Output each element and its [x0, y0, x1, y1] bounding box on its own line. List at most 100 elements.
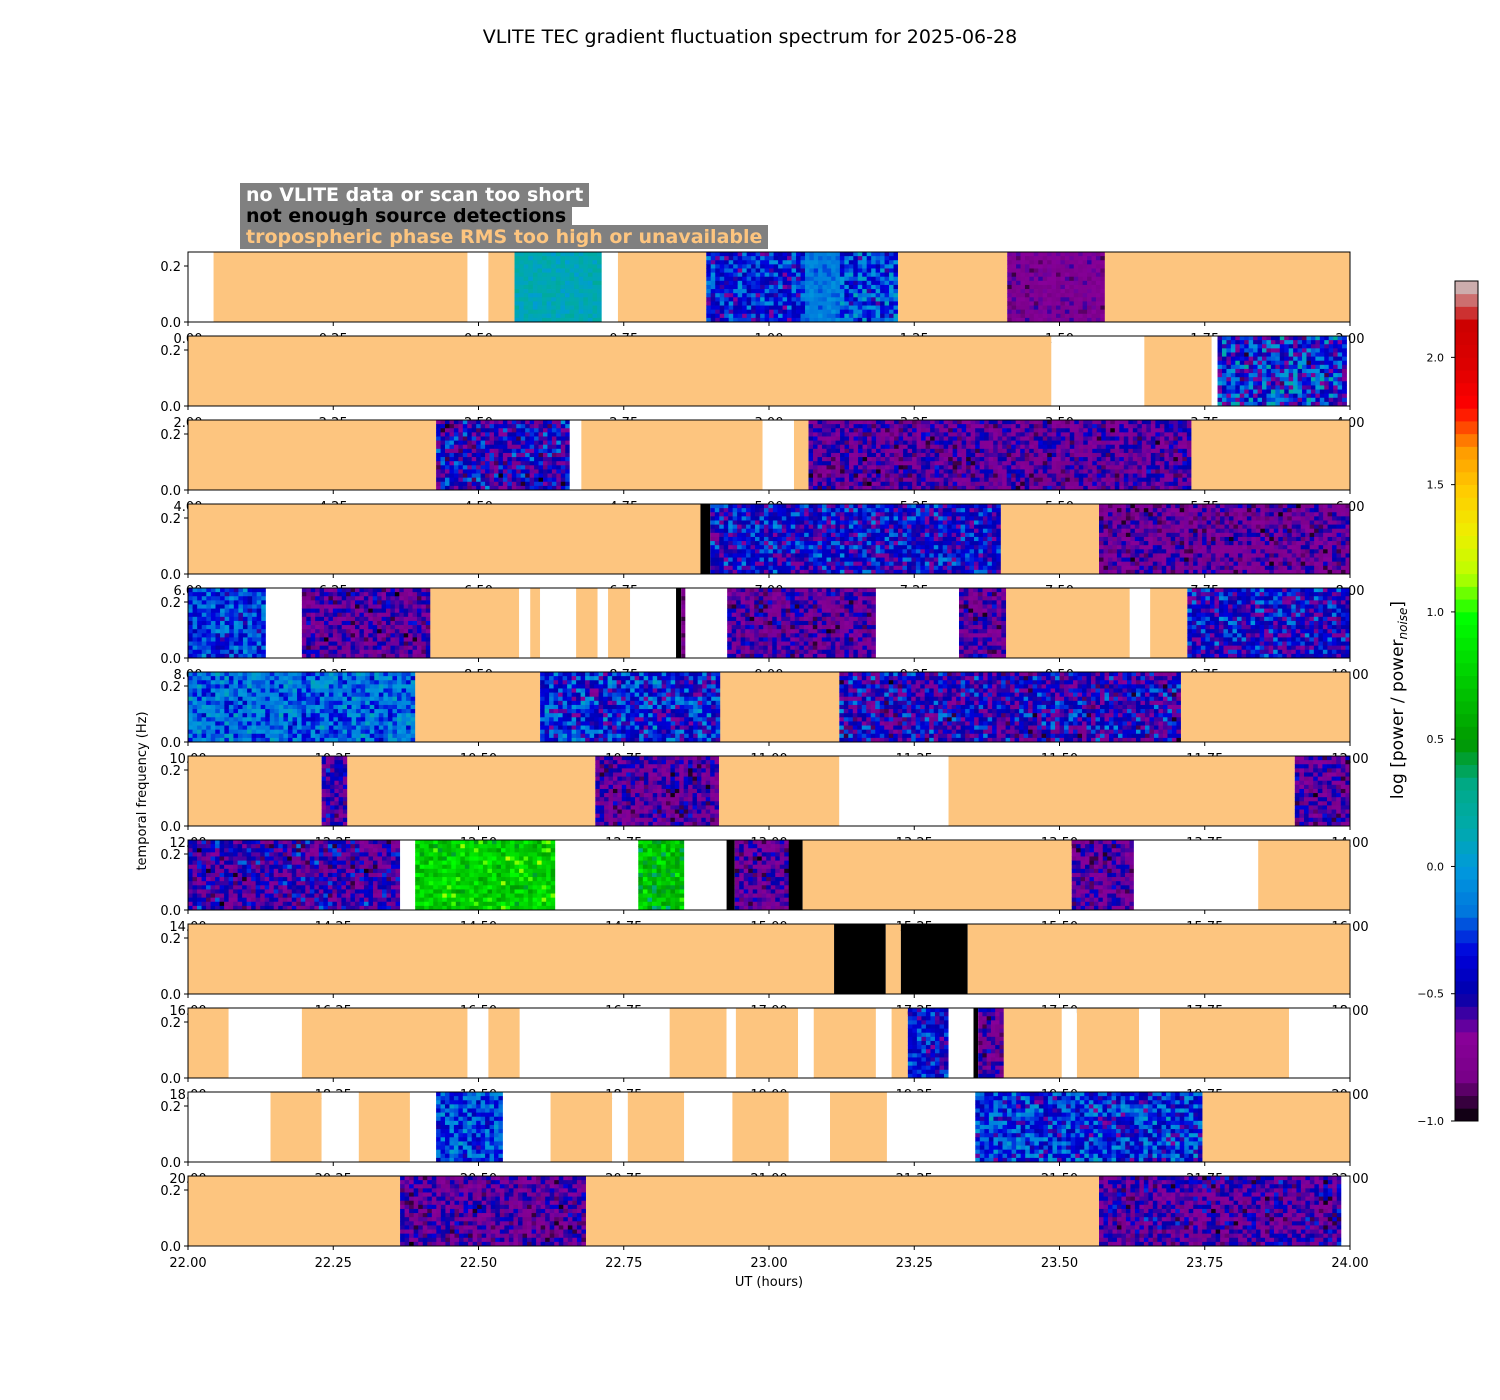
- segment-none: [762, 420, 794, 490]
- colorbar-cell: [1455, 599, 1478, 613]
- panel-2: 0.00.24.004.254.504.755.005.255.505.756.…: [160, 419, 1364, 515]
- segment-trop: [885, 924, 901, 994]
- segment-trop: [720, 672, 840, 742]
- spectrum-block: [975, 1092, 1203, 1163]
- segment-trop: [1202, 1092, 1350, 1162]
- y-tick-label: 0.2: [160, 344, 181, 359]
- segment-none: [1288, 1008, 1350, 1078]
- segment-none: [1051, 336, 1145, 406]
- segment-trop: [358, 1092, 410, 1162]
- segment-trop: [813, 1008, 876, 1078]
- segment-none: [875, 588, 959, 658]
- spectrum-block: [415, 840, 556, 911]
- segment-none: [1129, 588, 1151, 658]
- segment-det: [788, 840, 803, 910]
- colorbar-cell: [1455, 701, 1478, 715]
- segment-trop: [608, 588, 631, 658]
- colorbar-cell: [1455, 1070, 1478, 1084]
- segment-det: [726, 840, 735, 910]
- colorbar-cell: [1455, 815, 1478, 829]
- x-tick-label: 23.00: [750, 1256, 787, 1271]
- colorbar-cell: [1455, 357, 1478, 371]
- y-tick-label: 0.0: [160, 904, 181, 919]
- spectrum-block: [400, 1176, 587, 1247]
- segment-trop: [1076, 1008, 1140, 1078]
- colorbar-cell: [1455, 306, 1478, 320]
- segment-trop: [188, 924, 835, 994]
- segment-trop: [948, 756, 1295, 826]
- colorbar-label: log [power / powernoise]: [1388, 601, 1410, 799]
- segment-none: [519, 588, 531, 658]
- legend: no VLITE data or scan too short not enou…: [240, 183, 785, 258]
- panel-9: 0.00.218.0018.2518.5018.7519.0019.2519.5…: [160, 1007, 1369, 1103]
- colorbar-cell: [1455, 637, 1478, 651]
- segment-none: [228, 1008, 302, 1078]
- segment-trop: [1150, 588, 1188, 658]
- colorbar-cell: [1455, 713, 1478, 727]
- y-tick-label: 0.0: [160, 652, 181, 667]
- x-tick-label: 24.00: [1331, 1256, 1368, 1271]
- spectrum-block: [436, 1092, 504, 1163]
- segment-trop: [891, 1008, 908, 1078]
- colorbar-cell: [1455, 1108, 1478, 1122]
- spectrum-block: [710, 504, 1002, 575]
- colorbar-cell: [1455, 675, 1478, 689]
- colorbar-cell: [1455, 1019, 1478, 1033]
- colorbar-cell: [1455, 548, 1478, 562]
- segment-none: [788, 1092, 830, 1162]
- segment-trop: [793, 420, 809, 490]
- colorbar-cell: [1455, 433, 1478, 447]
- colorbar-cell: [1455, 395, 1478, 409]
- spectrum-block: [958, 588, 1007, 659]
- y-tick-label: 0.2: [160, 848, 181, 863]
- colorbar: −1.0 −0.5 0.0 0.5 1.0 1.5 2.0: [1417, 280, 1479, 1128]
- segment-trop: [802, 840, 1072, 910]
- colorbar-cell: [1455, 1095, 1478, 1109]
- segment-none: [1061, 1008, 1077, 1078]
- colorbar-cell: [1455, 535, 1478, 549]
- segment-trop: [188, 1008, 229, 1078]
- colorbar-cell: [1455, 573, 1478, 587]
- colorbar-cell: [1455, 968, 1478, 982]
- segment-none: [540, 588, 577, 658]
- segment-none: [188, 252, 214, 322]
- x-tick-label: 23.50: [1041, 1256, 1078, 1271]
- segment-none: [1133, 840, 1259, 910]
- colorbar-cell: [1455, 382, 1478, 396]
- segment-trop: [617, 252, 707, 322]
- segment-trop: [581, 420, 763, 490]
- y-tick-label: 0.0: [160, 736, 181, 751]
- colorbar-cell: [1455, 611, 1478, 626]
- colorbar-tick-label: −0.5: [1417, 988, 1444, 1001]
- y-tick-label: 0.0: [160, 316, 181, 331]
- segment-none: [265, 588, 302, 658]
- y-tick-label: 0.0: [160, 400, 181, 415]
- segment-trop: [1180, 672, 1350, 742]
- colorbar-cell: [1455, 650, 1478, 664]
- spectrum-block: [1099, 504, 1351, 575]
- colorbar-cell: [1455, 370, 1478, 384]
- colorbar-cell: [1455, 1031, 1478, 1046]
- segment-trop: [1003, 1008, 1062, 1078]
- segment-trop: [488, 1008, 520, 1078]
- segment-none: [684, 840, 727, 910]
- segment-trop: [188, 504, 701, 574]
- colorbar-cell: [1455, 879, 1478, 893]
- spectrum-block: [188, 672, 416, 743]
- spectrum-block: [681, 588, 686, 659]
- segment-none: [409, 1092, 437, 1162]
- segment-trop: [270, 1092, 322, 1162]
- spectrum-block: [436, 420, 571, 491]
- colorbar-cell: [1455, 790, 1478, 804]
- y-tick-label: 0.0: [160, 988, 181, 1003]
- segment-none: [555, 840, 639, 910]
- x-axis-label: UT (hours): [735, 1275, 803, 1290]
- panel-11: 0.0 0.2 22.00 22.25 22.50 22.75 23.00 23.25 23.5…: [160, 1175, 1369, 1271]
- segment-trop: [430, 588, 520, 658]
- y-tick-label: 0.2: [160, 680, 181, 695]
- colorbar-cell: [1455, 1082, 1478, 1096]
- colorbar-cell: [1455, 739, 1478, 753]
- colorbar-cell: [1455, 993, 1478, 1007]
- panel-0: 0.00.20.000.250.500.751.001.251.501.752.…: [160, 251, 1364, 347]
- x-tick-label: 22.50: [460, 1256, 497, 1271]
